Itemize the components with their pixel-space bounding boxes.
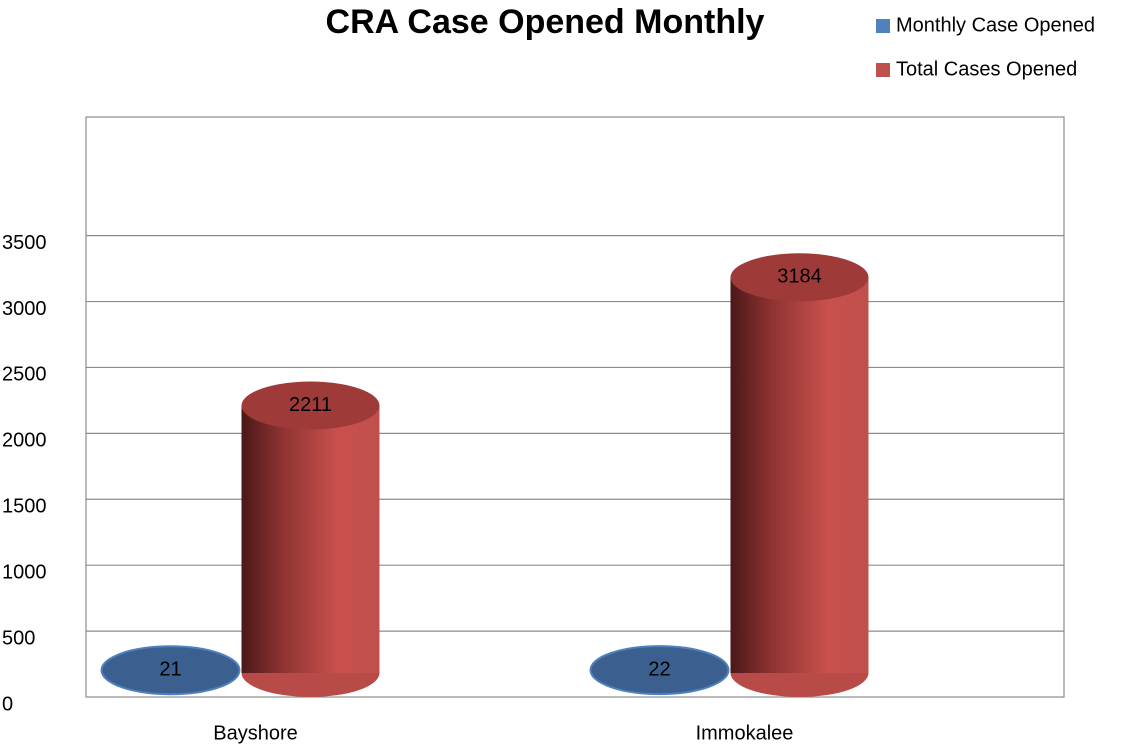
legend-label: Total Cases Opened (896, 58, 1077, 80)
bar (730, 277, 869, 673)
y-tick-label: 0 (2, 693, 13, 715)
y-tick-label: 2500 (2, 364, 47, 386)
x-tick-label: Immokalee (696, 722, 794, 744)
legend-swatch (876, 19, 890, 33)
legend-label: Monthly Case Opened (896, 14, 1095, 36)
bar-top (730, 253, 869, 302)
y-tick-label: 1000 (2, 561, 47, 583)
y-tick-label: 3000 (2, 298, 47, 320)
chart-title: CRA Case Opened Monthly (326, 3, 765, 41)
plot-frame (85, 116, 1065, 698)
bar-top (241, 381, 380, 430)
data-label: 2211 (289, 394, 332, 416)
y-tick-label: 1500 (2, 496, 47, 518)
y-tick-label: 3500 (2, 232, 47, 254)
y-tick-label: 500 (2, 627, 35, 649)
data-label: 21 (159, 659, 181, 681)
data-label: 22 (648, 658, 670, 680)
data-label: 3184 (777, 266, 822, 288)
legend-swatch (876, 63, 890, 77)
x-tick-label: Bayshore (213, 722, 298, 744)
bar (100, 645, 241, 696)
bar (241, 405, 380, 673)
bar (589, 645, 730, 696)
y-tick-label: 2000 (2, 430, 47, 452)
